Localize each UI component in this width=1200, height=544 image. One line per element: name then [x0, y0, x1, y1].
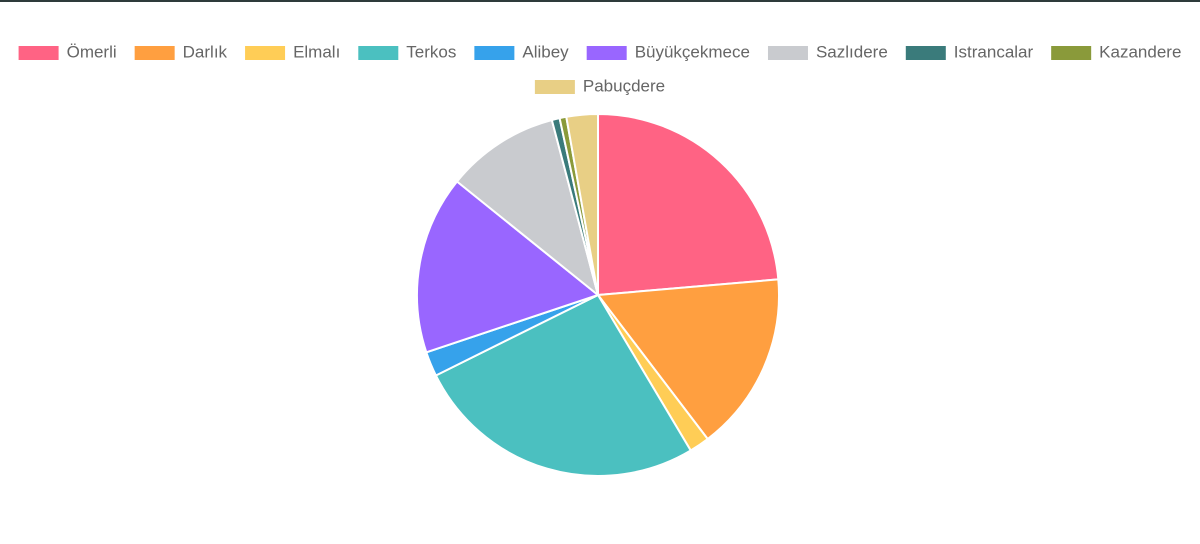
legend-label: Terkos: [406, 42, 456, 61]
legend-item: Sazlıdere: [767, 42, 888, 61]
legend-item: Darlık: [134, 42, 228, 61]
legend-swatch: [767, 46, 808, 60]
legend-swatch: [474, 46, 515, 60]
legend-swatch: [905, 46, 946, 60]
legend-label: Alibey: [522, 42, 569, 61]
legend-swatch: [18, 46, 59, 60]
legend-swatch: [534, 80, 575, 94]
legend-item: Pabuçdere: [534, 76, 665, 95]
legend-swatch: [245, 46, 286, 60]
legend-item: Büyükçekmece: [586, 42, 750, 61]
pie-slice: [416, 180, 601, 354]
legend-label: Darlık: [183, 42, 228, 61]
legend-item: Elmalı: [245, 42, 340, 61]
pie-slice: [597, 112, 780, 297]
legend-item: Istrancalar: [905, 42, 1034, 61]
pie-slice: [434, 293, 693, 477]
legend-swatch: [1051, 46, 1092, 60]
legend-label: Büyükçekmece: [635, 42, 750, 61]
legend-label: Istrancalar: [954, 42, 1034, 61]
legend-swatch: [586, 46, 627, 60]
legend-swatch: [134, 46, 175, 60]
legend-label: Sazlıdere: [816, 42, 888, 61]
top-border: [0, 0, 1200, 2]
legend-item: Ömerli: [18, 42, 117, 61]
legend-label: Ömerli: [67, 42, 117, 61]
legend-label: Kazandere: [1099, 42, 1181, 61]
legend-item: Terkos: [358, 42, 456, 61]
legend-item: Alibey: [474, 42, 569, 61]
legend-label: Elmalı: [293, 42, 340, 61]
legend-swatch: [358, 46, 399, 60]
legend-item: Kazandere: [1051, 42, 1181, 61]
pie-slice: [596, 278, 780, 441]
pie-slice: [565, 112, 599, 296]
legend-label: Pabuçdere: [583, 76, 665, 95]
